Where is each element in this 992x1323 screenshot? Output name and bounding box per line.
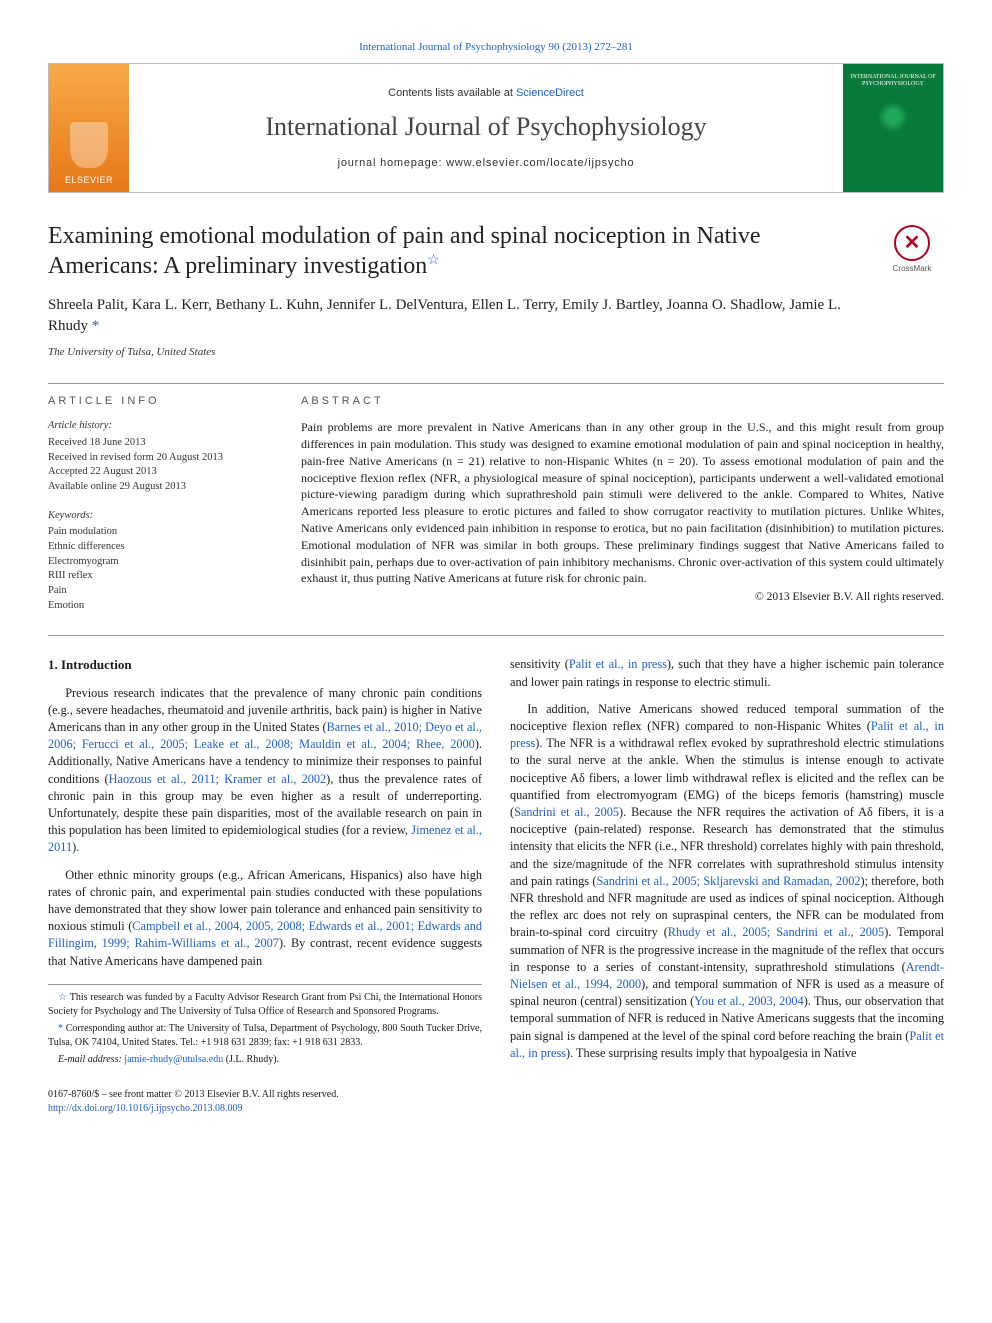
elsevier-logo: ELSEVIER [49,64,129,192]
keyword: Electromyogram [48,555,273,570]
running-head: International Journal of Psychophysiolog… [48,40,944,55]
cover-art-icon [878,102,908,132]
authors: Shreela Palit, Kara L. Kerr, Bethany L. … [48,295,864,337]
email-label: E-mail address: [58,1054,124,1065]
homepage-line: journal homepage: www.elsevier.com/locat… [338,156,635,171]
cover-title: INTERNATIONAL JOURNAL OF PSYCHOPHYSIOLOG… [843,74,943,87]
footnotes: ☆ This research was funded by a Faculty … [48,984,482,1067]
citation-link[interactable]: Haozous et al., 2011; Kramer et al., 200… [109,772,327,786]
text: This research was funded by a Faculty Ad… [48,992,482,1017]
online-date: Available online 29 August 2013 [48,480,273,495]
footnote-icon: ☆ [58,992,67,1003]
abstract: abstract Pain problems are more prevalen… [301,394,944,614]
revised-date: Received in revised form 20 August 2013 [48,451,273,466]
body: 1. Introduction Previous research indica… [48,656,944,1072]
divider [48,635,944,636]
citation-link[interactable]: Sandrini et al., 2005 [514,805,619,819]
citation-link[interactable]: You et al., 2003, 2004 [694,994,804,1008]
footnote-corresponding: * Corresponding author at: The Universit… [48,1022,482,1050]
text: ). [72,840,79,854]
keywords-head: Keywords: [48,509,273,524]
divider [48,383,944,384]
column-right: sensitivity (Palit et al., in press), su… [510,656,944,1072]
author-list: Shreela Palit, Kara L. Kerr, Bethany L. … [48,297,841,334]
corresponding-author-icon: * [92,318,100,334]
homepage-url: www.elsevier.com/locate/ijpsycho [446,157,634,169]
contents-prefix: Contents lists available at [388,87,516,99]
history-head: Article history: [48,419,273,434]
journal-header: ELSEVIER Contents lists available at Sci… [48,63,944,193]
doi-link[interactable]: http://dx.doi.org/10.1016/j.ijpsycho.201… [48,1103,243,1114]
header-center: Contents lists available at ScienceDirec… [129,64,843,192]
journal-name: International Journal of Psychophysiolog… [265,109,706,145]
text: Corresponding author at: The University … [48,1023,482,1048]
accepted-date: Accepted 22 August 2013 [48,465,273,480]
article-title: Examining emotional modulation of pain a… [48,221,864,281]
text: ). These surprising results imply that h… [566,1046,856,1060]
citation-link[interactable]: Rhudy et al., 2005; Sandrini et al., 200… [668,925,884,939]
paragraph: Previous research indicates that the pre… [48,685,482,857]
text: (J.L. Rhudy). [223,1054,279,1065]
sciencedirect-link[interactable]: ScienceDirect [516,87,584,99]
page-footer: 0167-8760/$ – see front matter © 2013 El… [48,1088,944,1116]
article-info: article info Article history: Received 1… [48,394,273,614]
keyword: Emotion [48,599,273,614]
footnote-funding: ☆ This research was funded by a Faculty … [48,991,482,1019]
issn-line: 0167-8760/$ – see front matter © 2013 El… [48,1088,339,1102]
title-text: Examining emotional modulation of pain a… [48,223,761,279]
paragraph: In addition, Native Americans showed red… [510,701,944,1062]
affiliation: The University of Tulsa, United States [48,345,864,360]
abstract-copyright: © 2013 Elsevier B.V. All rights reserved… [301,589,944,605]
footnote-email: E-mail address: jamie-rhudy@utulsa.edu (… [48,1053,482,1067]
crossmark-icon: ✕ [894,225,930,261]
email-link[interactable]: jamie-rhudy@utulsa.edu [124,1054,223,1065]
title-footnote-icon: ☆ [427,253,440,268]
citation-link[interactable]: Palit et al., in press [569,657,667,671]
column-left: 1. Introduction Previous research indica… [48,656,482,1072]
elsevier-label: ELSEVIER [65,174,113,187]
elsevier-tree-icon [70,122,108,168]
citation-link[interactable]: Sandrini et al., 2005; Skljarevski and R… [596,874,860,888]
section-heading: 1. Introduction [48,656,482,674]
text: sensitivity ( [510,657,569,671]
keyword: Pain [48,584,273,599]
footer-left: 0167-8760/$ – see front matter © 2013 El… [48,1088,339,1116]
journal-cover: INTERNATIONAL JOURNAL OF PSYCHOPHYSIOLOG… [843,64,943,192]
running-head-link[interactable]: International Journal of Psychophysiolog… [359,41,633,53]
keyword: Ethnic differences [48,540,273,555]
abstract-head: abstract [301,394,944,409]
paragraph: Other ethnic minority groups (e.g., Afri… [48,867,482,970]
homepage-prefix: journal homepage: [338,157,447,169]
crossmark-badge[interactable]: ✕ CrossMark [880,225,944,274]
paragraph: sensitivity (Palit et al., in press), su… [510,656,944,690]
crossmark-label: CrossMark [880,263,944,274]
keyword: RIII reflex [48,569,273,584]
keyword: Pain modulation [48,525,273,540]
article-info-head: article info [48,394,273,409]
abstract-text: Pain problems are more prevalent in Nati… [301,419,944,587]
contents-line: Contents lists available at ScienceDirec… [388,86,584,101]
received-date: Received 18 June 2013 [48,436,273,451]
